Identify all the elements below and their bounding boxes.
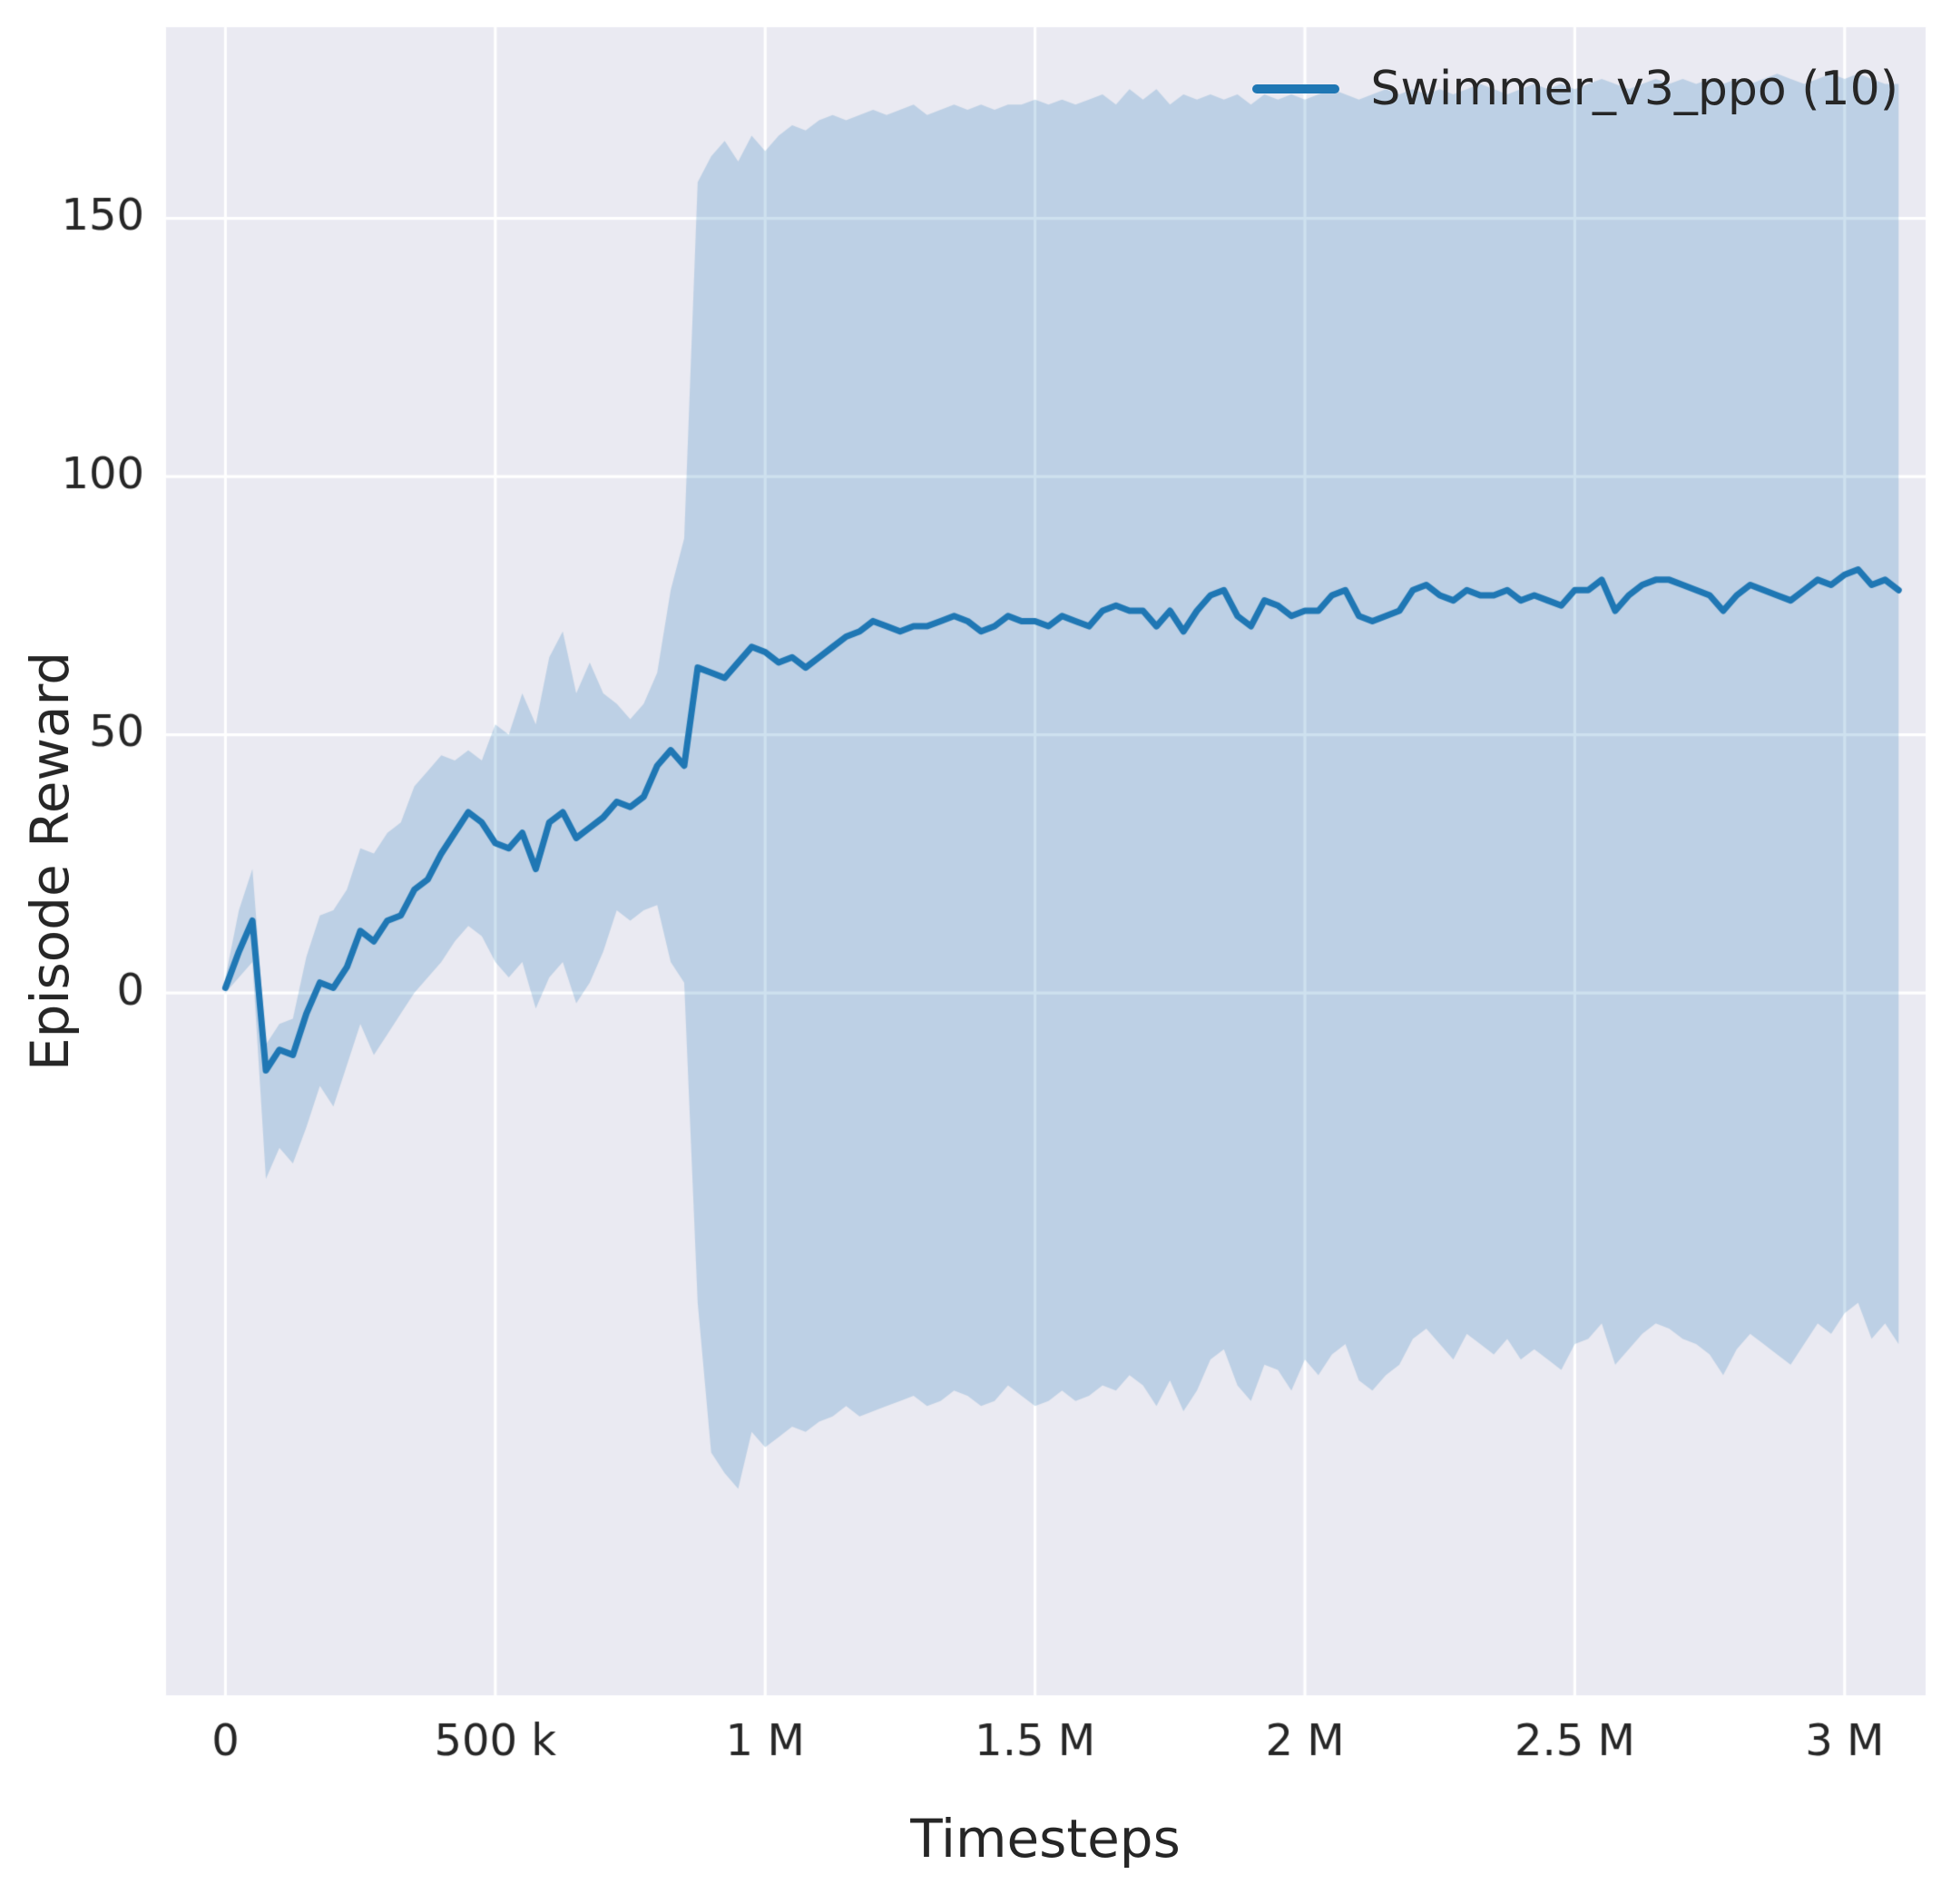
y-axis-label: Episode Reward [19, 651, 81, 1072]
legend-label: Swimmer_v3_ppo (10) [1370, 62, 1898, 116]
x-axis-label: Timesteps [910, 1808, 1181, 1870]
legend-line-swatch [1252, 84, 1340, 93]
legend: Swimmer_v3_ppo (10) [1252, 62, 1898, 116]
